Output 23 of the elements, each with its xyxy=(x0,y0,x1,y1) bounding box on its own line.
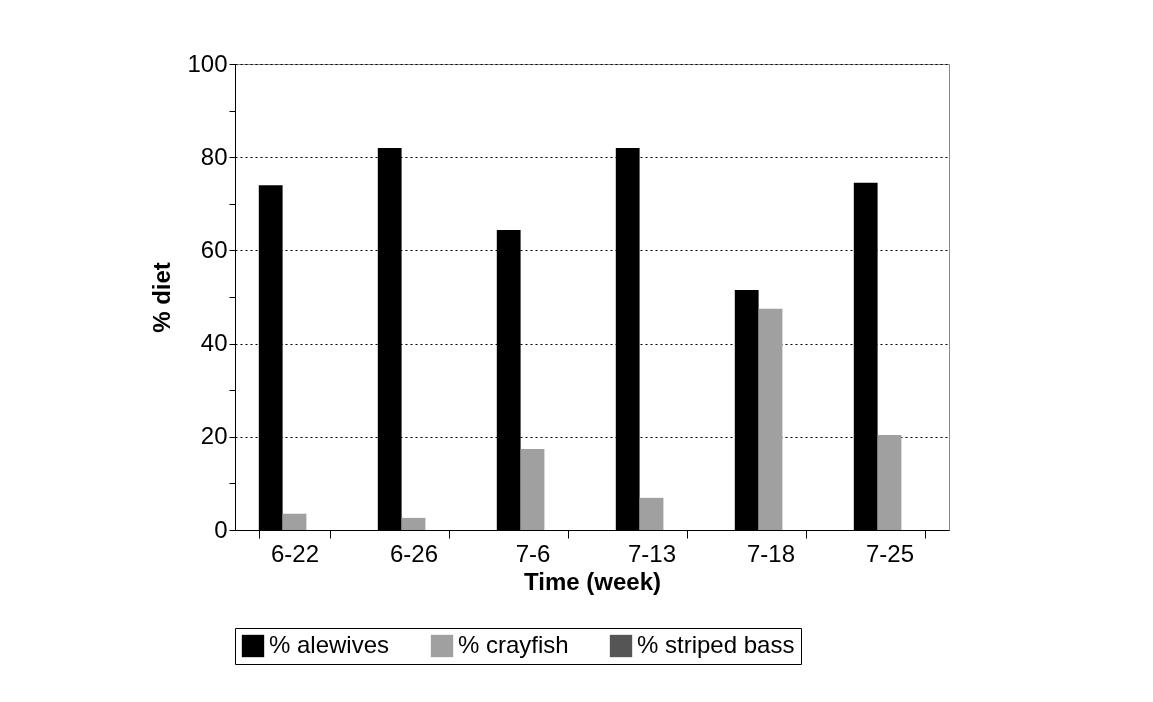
bar xyxy=(520,448,545,530)
legend-label: % crayfish xyxy=(458,631,569,658)
y-tick-label: 60 xyxy=(200,235,228,263)
bar xyxy=(639,497,664,530)
x-tick-label: 7-18 xyxy=(746,539,796,567)
bar xyxy=(758,308,783,530)
bar xyxy=(877,434,902,530)
y-axis-title: % diet xyxy=(148,262,176,333)
x-tick-label: 7-6 xyxy=(515,539,551,567)
y-tick-label: 100 xyxy=(187,49,228,77)
x-tick-label: 7-25 xyxy=(865,539,915,567)
bar xyxy=(401,517,426,530)
y-tick-label: 80 xyxy=(200,142,228,170)
x-axis-title: Time (week) xyxy=(524,567,661,595)
y-tick-label: 20 xyxy=(200,422,228,450)
x-tick-label: 6-26 xyxy=(389,539,439,567)
legend-label: % alewives xyxy=(269,631,390,658)
y-tick-label: 40 xyxy=(200,329,228,357)
x-tick-label: 6-22 xyxy=(270,539,320,567)
x-tick-label: 7-13 xyxy=(627,539,677,567)
legend-label: % striped bass xyxy=(637,631,795,658)
y-tick-label: 0 xyxy=(214,515,228,543)
bar xyxy=(282,513,307,530)
